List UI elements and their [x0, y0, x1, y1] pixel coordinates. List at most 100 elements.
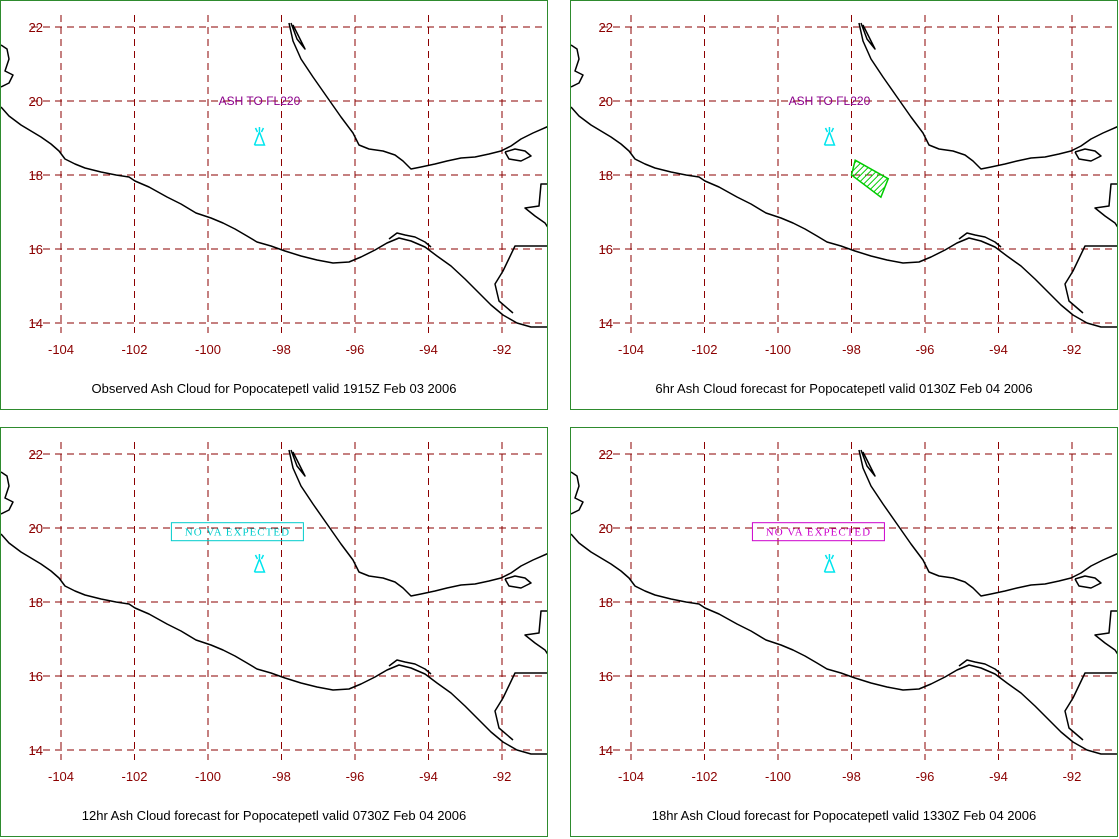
coast-spit: [860, 449, 876, 477]
ash-cloud-hatching: [851, 160, 889, 198]
map-12hr: -104 -102 -100 -98 -96 -94 -92 22 20 18 16 14 NO VA …: [1, 442, 547, 784]
annotation-label: ASH TO FL220: [219, 94, 301, 108]
x-tick-label: -104: [48, 342, 74, 357]
x-tick-label: -98: [842, 342, 861, 357]
y-tick-label: 20: [29, 94, 43, 109]
border-line-south: [494, 245, 547, 314]
x-tick-label: -100: [765, 342, 791, 357]
caption-6hr: 6hr Ash Cloud forecast for Popocatepetl …: [655, 381, 1033, 396]
border-line: [1094, 610, 1117, 655]
x-tick-label: -102: [691, 769, 717, 784]
x-tick-label: -94: [989, 342, 1008, 357]
x-tick-label: -92: [493, 342, 512, 357]
annotation-label: NO VA EXPECTED: [766, 527, 871, 539]
coast-spit: [290, 22, 306, 50]
x-tick-label: -104: [618, 769, 644, 784]
x-tick-label: -96: [916, 342, 935, 357]
y-tick-label: 22: [29, 447, 43, 462]
annotation-box: [170, 522, 304, 542]
y-tick-label: 22: [599, 20, 613, 35]
coast-lagoon-east: [504, 575, 532, 589]
x-tick-label: -98: [272, 342, 291, 357]
y-tick-label: 22: [599, 447, 613, 462]
x-tick-label: -100: [765, 769, 791, 784]
ash-cloud-outline: [850, 159, 890, 199]
border-line-south: [1064, 672, 1117, 741]
coast-lagoon-east: [1074, 148, 1102, 162]
border-line: [524, 610, 547, 655]
annotation-label: ASH TO FL220: [789, 94, 871, 108]
x-tick-label: -102: [691, 342, 717, 357]
annotation-box: [751, 522, 885, 542]
baja-coastline: [1, 44, 14, 88]
x-tick-label: -102: [121, 769, 147, 784]
x-tick-label: -92: [1063, 769, 1082, 784]
coast-lagoon-south: [958, 232, 1002, 248]
volcano-icon: [823, 554, 836, 573]
coast-lagoon-south: [958, 659, 1002, 675]
y-tick-label: 18: [599, 595, 613, 610]
caption-observed: Observed Ash Cloud for Popocatepetl vali…: [91, 381, 457, 396]
baja-coastline: [571, 471, 584, 515]
pacific-coastline: [1, 533, 547, 755]
caption-12hr: 12hr Ash Cloud forecast for Popocatepetl…: [81, 808, 467, 823]
baja-coastline: [571, 44, 584, 88]
border-line-south: [1064, 245, 1117, 314]
y-tick-label: 14: [29, 316, 43, 331]
panel-observed: -104 -102 -100 -98 -96 -94 -92 22 20 18 16 14 ASH TO…: [0, 0, 548, 410]
coast-spit: [290, 449, 306, 477]
volcano-icon: [253, 127, 266, 146]
y-tick-label: 18: [599, 168, 613, 183]
x-tick-label: -96: [346, 769, 365, 784]
panel-18hr: -104 -102 -100 -98 -96 -94 -92 22 20 18 16 14 NO VA …: [570, 427, 1118, 837]
x-tick-label: -100: [195, 769, 221, 784]
y-tick-label: 20: [599, 94, 613, 109]
x-tick-label: -94: [989, 769, 1008, 784]
y-tick-label: 22: [29, 20, 43, 35]
annotation-label: NO VA EXPECTED: [185, 527, 290, 539]
y-tick-label: 16: [29, 669, 43, 684]
x-tick-label: -102: [121, 342, 147, 357]
y-tick-label: 14: [29, 743, 43, 758]
volcano-icon: [823, 127, 836, 146]
pacific-coastline: [571, 533, 1117, 755]
x-tick-label: -92: [1063, 342, 1082, 357]
caption-18hr: 18hr Ash Cloud forecast for Popocatepetl…: [651, 808, 1037, 823]
coast-spit: [860, 22, 876, 50]
x-tick-label: -94: [419, 342, 438, 357]
graticule: [31, 442, 547, 760]
x-tick-label: -98: [842, 769, 861, 784]
x-tick-label: -98: [272, 769, 291, 784]
x-tick-label: -96: [916, 769, 935, 784]
pacific-coastline: [1, 106, 547, 328]
y-tick-label: 14: [599, 316, 613, 331]
x-tick-label: -92: [493, 769, 512, 784]
gulf-coastline: [858, 22, 1117, 170]
y-tick-label: 16: [599, 242, 613, 257]
y-tick-label: 20: [599, 521, 613, 536]
coast-lagoon-south: [388, 232, 432, 248]
coast-lagoon-east: [504, 148, 532, 162]
pacific-coastline: [571, 106, 1117, 328]
x-tick-label: -104: [48, 769, 74, 784]
x-tick-label: -104: [618, 342, 644, 357]
border-line: [1094, 183, 1117, 228]
y-tick-label: 20: [29, 521, 43, 536]
panel-12hr: -104 -102 -100 -98 -96 -94 -92 22 20 18 16 14 NO VA …: [0, 427, 548, 837]
border-line: [524, 183, 547, 228]
map-observed: -104 -102 -100 -98 -96 -94 -92 22 20 18 16 14 ASH TO…: [1, 15, 547, 357]
y-tick-label: 18: [29, 168, 43, 183]
y-tick-label: 16: [599, 669, 613, 684]
map-18hr: -104 -102 -100 -98 -96 -94 -92 22 20 18 16 14 NO VA …: [571, 442, 1117, 784]
coast-lagoon-south: [388, 659, 432, 675]
gulf-coastline: [288, 449, 547, 597]
coast-lagoon-east: [1074, 575, 1102, 589]
panel-6hr: -104 -102 -100 -98 -96 -94 -92 22 20 18 16 14 ASH TO…: [570, 0, 1118, 410]
volcano-icon: [253, 554, 266, 573]
gulf-coastline: [288, 22, 547, 170]
ash-cloud-polygon: [850, 159, 890, 199]
gulf-coastline: [858, 449, 1117, 597]
map-6hr: -104 -102 -100 -98 -96 -94 -92 22 20 18 16 14 ASH TO…: [571, 15, 1117, 357]
x-tick-label: -100: [195, 342, 221, 357]
y-tick-label: 18: [29, 595, 43, 610]
